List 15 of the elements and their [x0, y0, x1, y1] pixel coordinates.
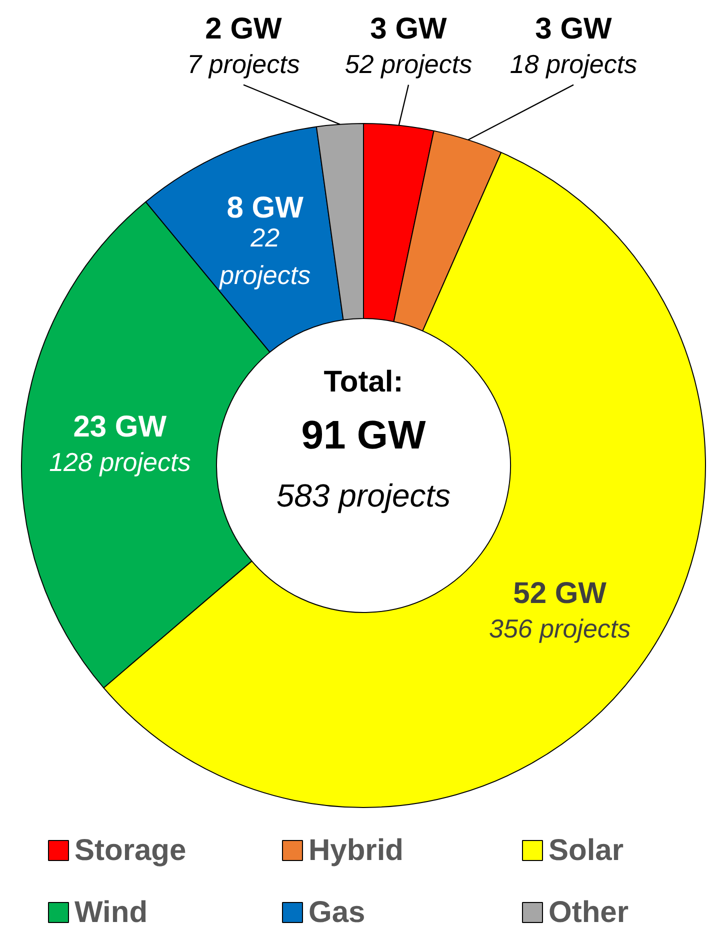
legend-label: Solar — [548, 834, 624, 867]
data-label: 2 GW 7 projects — [187, 12, 300, 80]
legend-label: Other — [548, 896, 629, 929]
data-label: 52 GW 356 projects — [488, 577, 631, 644]
data-label: 3 GW 52 projects — [344, 12, 472, 80]
legend-label: Wind — [74, 896, 148, 929]
text: Total: — [324, 366, 404, 398]
data-label: 3 GW 18 projects — [510, 12, 638, 80]
legend-label: Gas — [308, 896, 366, 929]
data-label: 8 GW 22 projects — [218, 192, 311, 290]
text: 583 projects — [276, 478, 451, 514]
data-label: 23 GW 128 projects — [49, 410, 191, 477]
legend-label: Storage — [74, 834, 186, 867]
legend-label: Hybrid — [308, 834, 404, 867]
text: 91 GW — [301, 414, 426, 458]
